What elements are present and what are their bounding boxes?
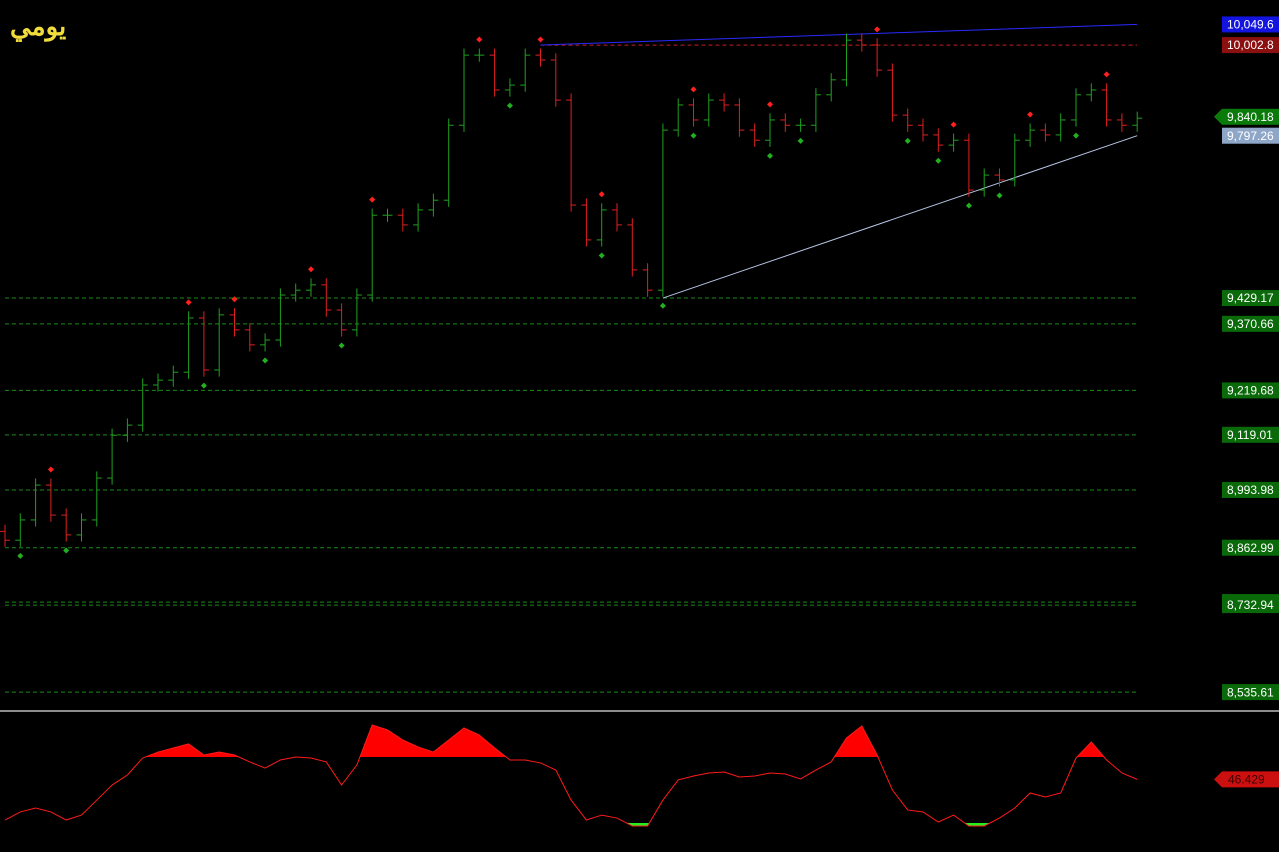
peak-signal	[231, 296, 238, 303]
level-label: 9,429.17	[1227, 291, 1274, 305]
level-label: 9,797.26	[1227, 129, 1274, 143]
peak-signal	[767, 101, 773, 108]
trough-signal	[904, 137, 911, 144]
trough-signal	[200, 382, 207, 389]
level-label-box	[1222, 382, 1279, 399]
chart-title: يومي	[10, 11, 66, 42]
level-label-box	[1222, 290, 1279, 307]
trough-signal	[797, 137, 804, 144]
trough-signal	[63, 547, 70, 554]
peak-signal	[1103, 71, 1110, 78]
level-arrow	[1214, 108, 1222, 125]
trendline	[662, 135, 1138, 299]
level-label-box	[1222, 108, 1279, 125]
trough-signal	[659, 302, 666, 309]
level-label-box	[1222, 426, 1279, 443]
level-label: 9,840.18	[1227, 110, 1274, 124]
peak-signal	[950, 121, 957, 128]
trough-signal	[17, 552, 24, 559]
level-label-box	[1222, 597, 1279, 614]
peak-signal	[537, 36, 544, 43]
trough-signal	[690, 132, 697, 139]
peak-signal	[185, 299, 192, 306]
level-label: 8,535.61	[1227, 685, 1274, 699]
peak-signal	[308, 266, 314, 273]
trough-signal	[506, 102, 513, 109]
level-label: 9,219.68	[1227, 384, 1274, 398]
oscillator-line	[4, 724, 1138, 827]
level-label: 10,002.8	[1227, 38, 1274, 52]
trough-signal	[965, 202, 972, 209]
peak-signal	[369, 196, 376, 203]
level-label-box	[1222, 127, 1279, 144]
trough-signal	[598, 252, 605, 259]
level-label: 9,119.01	[1227, 428, 1273, 442]
trough-signal	[767, 152, 773, 159]
level-label: 8,993.98	[1227, 483, 1274, 497]
level-label-box	[1222, 16, 1279, 33]
trough-signal	[935, 157, 942, 164]
level-label-box	[1222, 315, 1279, 332]
trendline	[540, 23, 1138, 46]
trough-signal	[338, 342, 345, 349]
level-label: 8,732.94	[1227, 598, 1274, 612]
trough-signal	[1073, 132, 1079, 139]
trough-signal	[262, 357, 269, 364]
peak-signal	[476, 36, 483, 43]
level-label-box	[1222, 539, 1279, 556]
peak-signal	[690, 86, 697, 93]
peak-signal	[47, 466, 54, 473]
peak-signal	[1027, 111, 1034, 118]
level-label-box	[1222, 481, 1279, 498]
oscillator-label: 46.429	[1228, 773, 1265, 787]
level-label: 10,049.6	[1227, 18, 1274, 32]
overbought-fill	[5, 724, 1138, 757]
peak-signal	[598, 191, 605, 198]
level-label: 8,862.99	[1227, 541, 1274, 555]
trough-signal	[996, 192, 1003, 199]
level-label: 9,370.66	[1227, 317, 1274, 331]
level-label-box	[1222, 37, 1279, 54]
level-label-box	[1222, 684, 1279, 701]
peak-signal	[874, 26, 881, 33]
oscillator-label-box	[1214, 771, 1279, 788]
